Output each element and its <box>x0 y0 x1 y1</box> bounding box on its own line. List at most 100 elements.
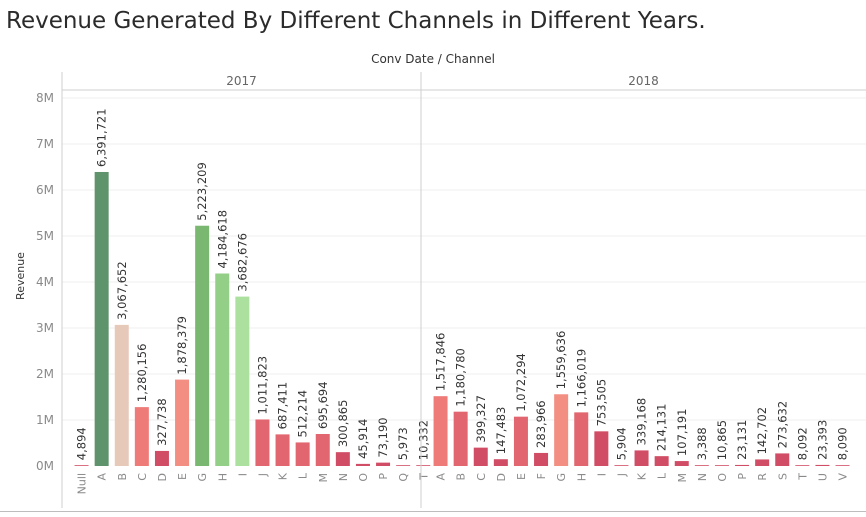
category-label: K <box>277 472 290 480</box>
category-label: J <box>615 473 628 477</box>
data-label: 73,190 <box>376 417 390 457</box>
category-label: P <box>736 473 749 480</box>
category-label: V <box>837 473 850 481</box>
data-label: 3,682,676 <box>235 233 249 292</box>
bar-2017-C[interactable] <box>134 407 149 466</box>
bar-2017-E[interactable] <box>175 379 190 466</box>
y-tick-label: 6M <box>36 183 54 197</box>
bar-2018-U[interactable] <box>815 464 830 466</box>
y-tick-label: 4M <box>36 275 54 289</box>
bar-2018-T[interactable] <box>795 465 810 466</box>
bar-2018-L[interactable] <box>654 456 669 466</box>
y-tick-label: 5M <box>36 229 54 243</box>
category-label: C <box>136 473 149 481</box>
bar-2017-O[interactable] <box>355 463 370 466</box>
category-label: F <box>535 473 548 479</box>
bar-2017-B[interactable] <box>114 324 129 466</box>
data-label: 8,090 <box>836 427 850 460</box>
category-label: C <box>475 473 488 481</box>
bar-2017-Null[interactable] <box>74 465 89 466</box>
y-tick-label: 7M <box>36 137 54 151</box>
y-tick-label: 0M <box>36 459 54 473</box>
bar-2018-M[interactable] <box>674 461 689 466</box>
data-label: 695,694 <box>316 381 330 429</box>
category-label: U <box>816 473 829 481</box>
category-label: R <box>756 473 769 481</box>
bar-2018-C[interactable] <box>473 447 488 466</box>
category-label: I <box>595 473 608 476</box>
bar-2017-N[interactable] <box>335 452 350 466</box>
data-label: 1,011,823 <box>255 356 269 415</box>
bar-2017-P[interactable] <box>376 462 391 466</box>
category-label: I <box>236 473 249 476</box>
category-label: H <box>575 473 588 481</box>
category-label: G <box>196 473 209 482</box>
data-label: 10,865 <box>715 420 729 460</box>
data-label: 399,327 <box>474 395 488 443</box>
bar-2017-K[interactable] <box>275 434 290 466</box>
category-label: D <box>495 473 508 481</box>
bar-2018-S[interactable] <box>775 453 790 466</box>
data-label: 8,092 <box>795 427 809 460</box>
data-label: 5,973 <box>396 427 410 460</box>
bar-2018-H[interactable] <box>574 412 589 466</box>
data-label: 300,865 <box>336 400 350 448</box>
bar-2018-N[interactable] <box>694 465 709 466</box>
data-label: 5,904 <box>614 427 628 460</box>
bar-2018-E[interactable] <box>513 416 528 466</box>
y-axis-label: Revenue <box>14 252 27 300</box>
bar-2018-F[interactable] <box>534 452 549 466</box>
data-label: 1,517,846 <box>434 333 448 392</box>
data-label: 512,214 <box>296 390 310 438</box>
data-label: 1,559,636 <box>554 331 568 390</box>
bar-2018-G[interactable] <box>554 394 569 466</box>
bar-2018-I[interactable] <box>594 431 609 466</box>
bar-2017-I[interactable] <box>235 296 250 466</box>
data-label: 10,332 <box>416 420 430 460</box>
category-label: T <box>796 473 809 481</box>
bar-2017-J[interactable] <box>255 419 270 466</box>
bar-2017-L[interactable] <box>295 442 310 466</box>
pane-header-label: 2018 <box>628 74 659 88</box>
data-label: 273,632 <box>775 401 789 449</box>
y-tick-label: 1M <box>36 413 54 427</box>
data-label: 1,280,156 <box>135 344 149 403</box>
bar-2017-M[interactable] <box>315 433 330 466</box>
data-label: 327,738 <box>155 398 169 446</box>
bar-2017-Q[interactable] <box>396 465 411 466</box>
bar-2017-H[interactable] <box>215 273 230 466</box>
bar-2017-T[interactable] <box>416 465 431 466</box>
bar-2018-V[interactable] <box>835 465 850 466</box>
data-label: 339,168 <box>635 398 649 446</box>
data-label: 23,393 <box>815 420 829 460</box>
category-label: M <box>676 473 689 483</box>
data-label: 283,966 <box>534 400 548 448</box>
data-label: 23,131 <box>735 420 749 460</box>
column-header: Conv Date / Channel <box>371 52 495 66</box>
bar-2018-A[interactable] <box>433 396 448 466</box>
data-label: 3,067,652 <box>115 261 129 320</box>
bar-2018-P[interactable] <box>735 464 750 466</box>
data-label: 107,191 <box>675 409 689 457</box>
bar-2017-D[interactable] <box>154 450 169 466</box>
data-label: 147,483 <box>494 407 508 455</box>
data-label: 1,878,379 <box>175 316 189 375</box>
data-label: 214,131 <box>655 404 669 452</box>
data-label: 753,505 <box>594 379 608 427</box>
data-label: 5,223,209 <box>195 162 209 221</box>
bar-2018-D[interactable] <box>493 459 508 466</box>
bar-2017-A[interactable] <box>94 171 109 466</box>
category-label: N <box>337 473 350 481</box>
bar-2018-K[interactable] <box>634 450 649 466</box>
bar-2018-B[interactable] <box>453 411 468 466</box>
category-label: E <box>176 473 189 480</box>
data-label: 1,180,780 <box>454 348 468 407</box>
bar-2018-O[interactable] <box>714 465 729 466</box>
category-label: T <box>417 473 430 481</box>
category-label: M <box>317 473 330 483</box>
bar-2018-R[interactable] <box>755 459 770 466</box>
bar-2017-G[interactable] <box>195 225 210 466</box>
data-label: 3,388 <box>695 427 709 460</box>
category-label: K <box>636 472 649 480</box>
bar-2018-J[interactable] <box>614 465 629 466</box>
